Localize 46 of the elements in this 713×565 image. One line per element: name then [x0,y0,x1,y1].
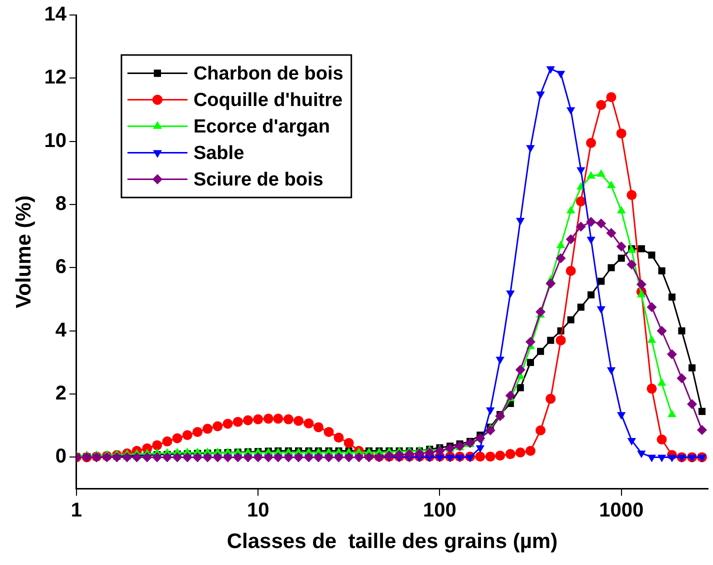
point [668,294,676,301]
point [647,335,656,343]
point [618,254,625,262]
y-tick-label: 4 [55,319,68,342]
y-tick-label: 6 [55,256,66,278]
y-tick-label: 14 [44,4,68,26]
point [637,290,646,298]
point [688,364,696,372]
point [638,245,645,252]
point [678,327,686,334]
point [608,264,615,272]
point [588,291,595,298]
point [536,348,544,355]
point [586,171,596,179]
point [606,180,616,188]
point [567,316,574,324]
legend-label: Sable [193,142,244,164]
x-tick-label: 1000 [599,499,644,522]
legend-label: Charbon de bois [193,63,344,84]
point [698,408,706,415]
x-axis-title: Classes de taille des grains (µm) [226,530,558,554]
point [658,267,666,274]
point [577,304,584,311]
x-tick-label: 100 [423,499,456,522]
legend-label: Coquille d'huitre [193,90,343,111]
point [596,169,606,177]
y-tick-label: 2 [55,382,66,405]
point [657,378,666,386]
point [516,384,524,392]
x-tick-label: 10 [246,499,270,522]
y-tick-label: 12 [44,66,66,89]
point [547,336,554,344]
point [556,240,566,248]
point [668,410,676,418]
legend-label: Ecorce d'argan [193,116,330,138]
point [566,206,576,214]
y-tick-label: 10 [44,130,66,152]
x-tick-label: 1 [70,499,82,522]
y-axis-title: Volume (%) [12,196,36,308]
point [598,278,605,285]
y-tick-label: 0 [55,446,66,468]
legend-label: Sciure de bois [193,169,324,190]
point [617,206,626,214]
y-tick-label: 8 [55,193,66,216]
point [526,358,534,366]
point [648,252,656,259]
